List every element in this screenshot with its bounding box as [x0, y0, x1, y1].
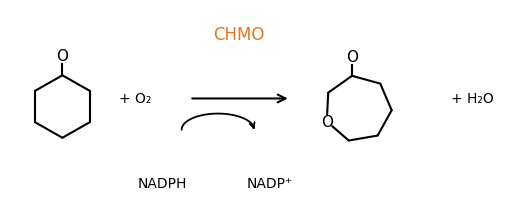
- Text: NADP⁺: NADP⁺: [246, 176, 293, 190]
- Text: O: O: [57, 49, 69, 64]
- Text: NADPH: NADPH: [137, 176, 187, 190]
- Text: + H₂O: + H₂O: [451, 92, 493, 106]
- Text: + O₂: + O₂: [119, 92, 151, 106]
- Text: CHMO: CHMO: [213, 26, 264, 44]
- Text: O: O: [346, 49, 358, 64]
- Text: O: O: [321, 114, 333, 129]
